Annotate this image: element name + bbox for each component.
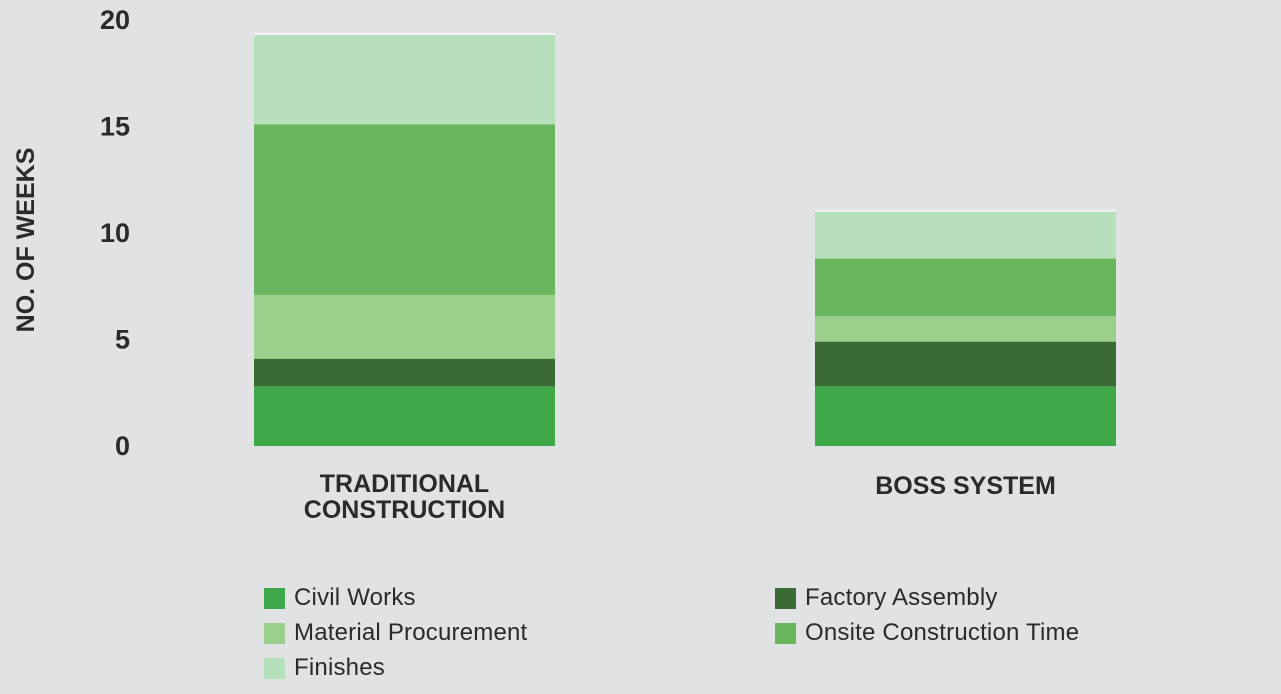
legend-item-factory-assembly: Factory Assembly [775,582,998,614]
legend: Civil Works Factory Assembly Material Pr… [264,582,1164,690]
category-label: BOSS SYSTEM [875,472,1056,500]
bar-segment-civil-works [815,386,1116,446]
y-tick-label: 10 [100,218,130,248]
category-label: CONSTRUCTION [304,496,505,524]
legend-swatch [264,622,285,644]
bar-segment-factory-assembly [254,358,555,387]
bar-segment-finishes [815,211,1116,259]
bar-top-edge [815,209,1116,212]
legend-item-finishes: Finishes [264,652,385,684]
bar-segment-onsite-construction-time [815,258,1116,317]
bar-segment-factory-assembly [815,341,1116,387]
legend-swatch [264,587,285,609]
legend-label: Finishes [294,654,385,681]
bars [254,32,1116,446]
bar-segment-onsite-construction-time [254,124,555,295]
legend-item-civil-works: Civil Works [264,582,416,614]
bar-segment-material-procurement [254,294,555,359]
y-tick-label: 20 [100,5,130,35]
bar-top-edge [254,32,555,35]
y-axis-ticks: 0 5 10 15 20 [100,5,130,461]
bar-segment-civil-works [254,386,555,446]
legend-swatch [775,622,796,644]
legend-label: Factory Assembly [805,584,998,611]
legend-label: Civil Works [294,584,416,611]
category-label: TRADITIONAL [320,470,489,498]
legend-swatch [775,587,796,609]
stacked-bar-chart: NO. OF WEEKS 0 5 10 15 20 TRADITIONALCONSTRU… [12,5,1116,524]
y-axis-title: NO. OF WEEKS [12,148,40,333]
y-tick-label: 15 [100,112,130,142]
legend-item-onsite-construction-time: Onsite Construction Time [775,617,1079,649]
legend-label: Onsite Construction Time [805,619,1080,646]
bar-segment-finishes [254,34,555,125]
bar-segment-material-procurement [815,316,1116,342]
legend-item-material-procurement: Material Procurement [264,617,527,649]
legend-swatch [264,657,285,679]
legend-label: Material Procurement [294,619,528,646]
y-tick-label: 5 [115,325,130,355]
y-tick-label: 0 [115,431,130,461]
